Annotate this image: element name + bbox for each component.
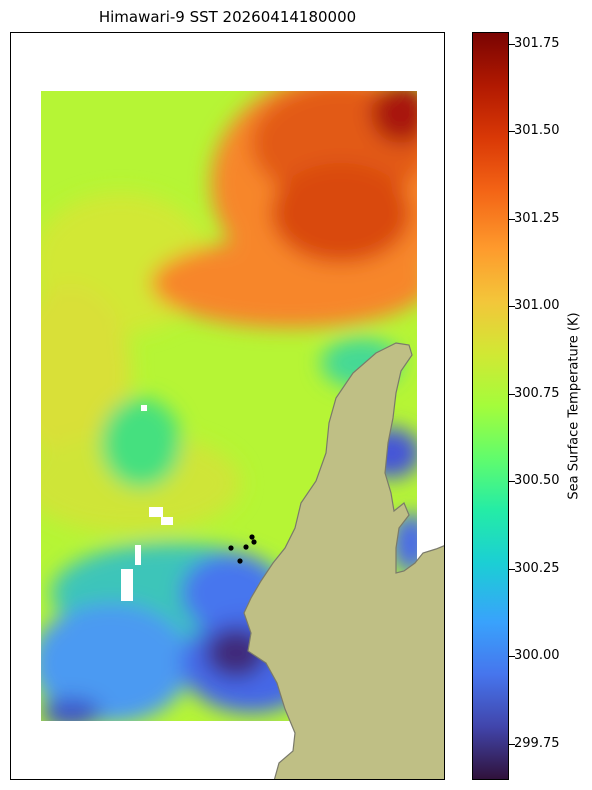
- colorbar-tick-label: 299.75: [514, 735, 560, 751]
- colorbar-tick: [509, 568, 515, 570]
- map-title: Himawari-9 SST 20260414180000: [98, 8, 357, 26]
- colorbar-tick: [509, 656, 515, 658]
- colorbar-tick-label: 300.50: [514, 473, 560, 489]
- colorbar-tick-label: 300.25: [514, 560, 560, 576]
- sst-map: [41, 91, 444, 779]
- colorbar-tick: [509, 743, 515, 745]
- colorbar-tick-label: 300.00: [514, 648, 560, 664]
- colorbar-gradient: [473, 33, 508, 779]
- colorbar-tick: [509, 481, 515, 483]
- station-marker: [251, 539, 257, 545]
- colorbar-tick: [509, 393, 515, 395]
- station-markers: [228, 534, 257, 564]
- colorbar-label: Sea Surface Temperature (K): [566, 312, 582, 500]
- land-mass: [243, 342, 444, 779]
- colorbar-tick-label: 301.00: [514, 298, 560, 314]
- colorbar-tick: [509, 218, 515, 220]
- colorbar-tick: [509, 306, 515, 308]
- colorbar: [472, 32, 509, 780]
- colorbar-tick-label: 301.50: [514, 123, 560, 139]
- colorbar-tick-label: 300.75: [514, 385, 560, 401]
- colorbar-tick: [509, 131, 515, 133]
- station-marker: [228, 545, 234, 551]
- colorbar-tick-label: 301.75: [514, 35, 560, 51]
- station-marker: [243, 544, 249, 550]
- colorbar-tick: [509, 43, 515, 45]
- station-marker: [249, 534, 255, 540]
- map-panel[interactable]: [10, 32, 445, 780]
- station-marker: [237, 558, 243, 564]
- colorbar-tick-label: 301.25: [514, 210, 560, 226]
